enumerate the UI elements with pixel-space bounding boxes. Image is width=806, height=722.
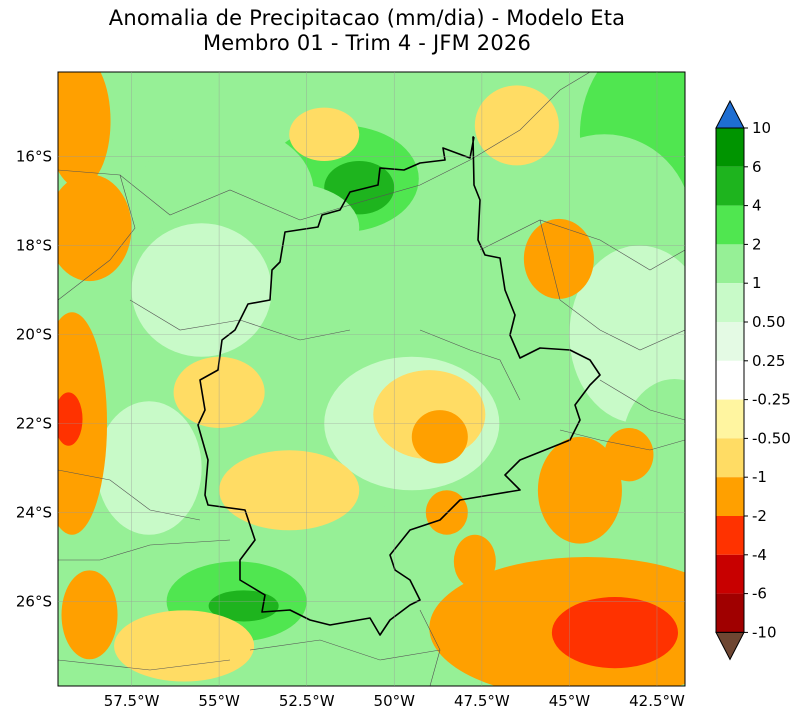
x-tick-label: 57.5°W <box>104 692 160 710</box>
colorbar-swatch-9 <box>716 477 744 516</box>
y-tick-label: 26°S <box>16 592 52 610</box>
colorbar-under-arrow <box>715 631 745 661</box>
colorbar-swatch-6 <box>716 360 744 400</box>
colorbar-label: -0.50 <box>752 429 791 447</box>
field-blob-32 <box>604 427 654 482</box>
colorbar-label: -6 <box>752 585 767 603</box>
field-blob-25 <box>523 218 594 299</box>
state-borders <box>58 72 685 686</box>
y-tick-label: 22°S <box>16 414 52 432</box>
y-tick-label: 16°S <box>16 148 52 166</box>
y-axis-ticks: 16°S 18°S 20°S 22°S 24°S 26°S <box>16 148 52 611</box>
colorbar <box>715 99 745 661</box>
colorbar-label: 0.25 <box>752 352 785 370</box>
y-tick-label: 24°S <box>16 503 52 521</box>
field-blob-22 <box>411 410 468 464</box>
field-blob-31 <box>453 534 496 589</box>
colorbar-label: -0.25 <box>752 391 791 409</box>
x-axis-ticks: 57.5°W 55°W 52.5°W 50°W 47.5°W 45°W 42.5°W <box>104 692 685 710</box>
field-blob-19 <box>58 174 132 282</box>
colorbar-swatch-1 <box>716 166 744 206</box>
colorbar-label: 4 <box>752 197 762 215</box>
colorbar-label: 0.50 <box>752 313 785 331</box>
colorbar-swatch-0 <box>716 128 744 167</box>
map-area <box>58 72 685 686</box>
x-tick-label: 45°W <box>549 692 591 710</box>
colorbar-frame <box>715 127 745 633</box>
colorbar-swatch-2 <box>716 205 744 245</box>
colorbar-label: 10 <box>752 119 771 137</box>
field-blob-17 <box>58 392 83 446</box>
colorbar-swatch-12 <box>716 593 744 633</box>
x-tick-label: 55°W <box>198 692 240 710</box>
map-frame <box>57 71 686 687</box>
field-blob-13 <box>131 223 272 357</box>
x-tick-label: 47.5°W <box>454 692 510 710</box>
colorbar-swatch-8 <box>716 438 744 478</box>
field-blob-29 <box>551 597 678 669</box>
colorbar-labels: 10 6 4 2 1 0.50 0.25 -0.25 -0.50 -1 -2 -4 -6 -10 <box>744 119 791 641</box>
colorbar-label: -2 <box>752 507 767 525</box>
field-blob-18 <box>58 72 111 188</box>
colorbar-over-arrow <box>715 99 745 129</box>
field-blob-27 <box>537 436 622 544</box>
colorbar-swatch-10 <box>716 516 744 555</box>
basin-outline <box>197 136 601 636</box>
x-tick-label: 50°W <box>374 692 416 710</box>
chart-subtitle: Membro 01 - Trim 4 - JFM 2026 <box>202 31 532 55</box>
colorbar-swatch-4 <box>716 283 744 322</box>
colorbar-swatch-5 <box>716 322 744 361</box>
chart-title: Anomalia de Precipitacao (mm/dia) - Mode… <box>108 6 626 30</box>
field-blob-14 <box>96 401 202 535</box>
colorbar-label: -1 <box>752 468 767 486</box>
y-tick-label: 20°S <box>16 326 52 344</box>
field-blob-24 <box>474 85 559 166</box>
precipitation-field <box>58 72 685 686</box>
colorbar-label: 2 <box>752 235 762 253</box>
colorbar-label: 6 <box>752 158 762 176</box>
field-blob-33 <box>219 450 360 531</box>
gridlines <box>58 72 685 686</box>
y-tick-label: 18°S <box>16 237 52 255</box>
colorbar-label: -10 <box>752 623 777 641</box>
colorbar-label: 1 <box>752 274 762 292</box>
field-blob-26 <box>289 107 360 161</box>
field-blob-20 <box>61 570 118 660</box>
colorbar-swatch-11 <box>716 554 744 594</box>
field-blob-34 <box>114 610 255 682</box>
colorbar-swatch-3 <box>716 244 744 284</box>
colorbar-label: -4 <box>752 546 767 564</box>
colorbar-swatch-7 <box>716 399 744 439</box>
field-blob-10 <box>208 590 279 622</box>
x-tick-label: 42.5°W <box>629 692 685 710</box>
x-tick-label: 52.5°W <box>279 692 335 710</box>
